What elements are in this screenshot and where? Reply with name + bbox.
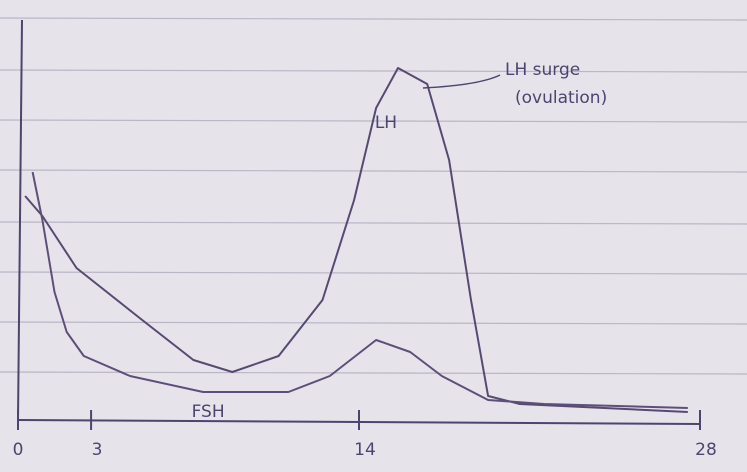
x-tick-label: 0 [13,440,24,460]
x-tick-label: 28 [695,440,717,460]
series-label: LH [375,113,397,133]
series-label: FSH [192,402,225,422]
chart: LH surge (ovulation) 0 3 14 28 LH FSH [0,0,747,472]
x-tick-label: 3 [92,440,103,460]
x-tick-label: 14 [354,440,376,460]
annotation: (ovulation) [515,88,607,108]
annotation: LH surge [505,60,580,80]
